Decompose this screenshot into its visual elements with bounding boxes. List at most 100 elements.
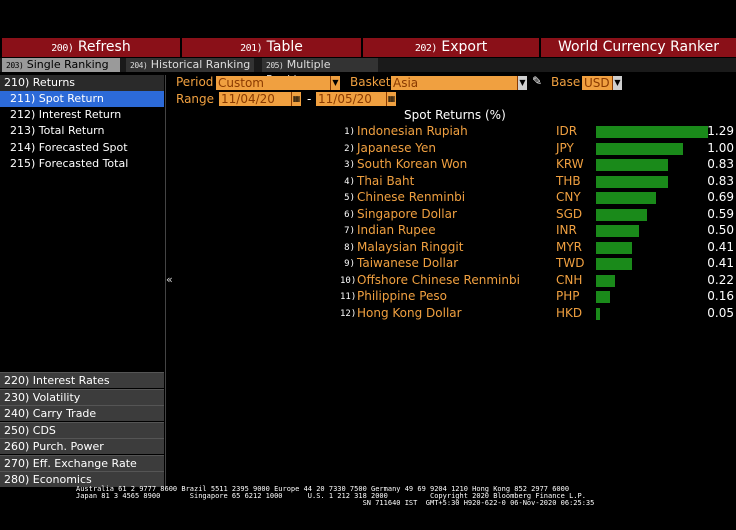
base-select[interactable]: USD ▼ (582, 76, 622, 90)
footer-line-2: Japan 81 3 4565 8900 Singapore 65 6212 1… (76, 492, 586, 500)
row-rank: 6) (344, 209, 355, 220)
table-row[interactable]: 9) Taiwanese Dollar TWD 0.41 (340, 256, 736, 272)
table-row[interactable]: 3) South Korean Won KRW 0.83 (340, 157, 736, 173)
range-separator: - (307, 92, 312, 106)
table-row[interactable]: 10) Offshore Chinese Renminbi CNH 0.22 (340, 273, 736, 289)
table-row[interactable]: 7) Indian Rupee INR 0.50 (340, 223, 736, 239)
table-row[interactable]: 12) Hong Kong Dollar HKD 0.05 (340, 306, 736, 322)
tab-historical-label: Historical Ranking (150, 58, 251, 71)
collapse-sidebar-icon[interactable]: « (166, 273, 173, 286)
row-return-bar (596, 274, 616, 287)
table-row[interactable]: 2) Japanese Yen JPY 1.00 (340, 141, 736, 157)
base-dropdown-icon[interactable]: ▼ (612, 76, 622, 90)
row-return-bar (596, 225, 640, 237)
table-row[interactable]: 1) Indonesian Rupiah IDR 1.29 (340, 124, 736, 140)
table-label: Table (266, 39, 303, 55)
row-return-value: 0.50 (707, 223, 734, 237)
row-currency-name[interactable]: Malaysian Ringgit (357, 239, 464, 254)
row-currency-code: TWD (556, 256, 585, 270)
row-currency-name[interactable]: Singapore Dollar (357, 206, 457, 221)
range-start-calendar-icon[interactable]: ▦ (291, 92, 301, 106)
row-currency-code: SGD (556, 206, 583, 221)
export-num: 202) (414, 43, 438, 54)
refresh-label: Refresh (77, 39, 131, 55)
footer-contacts: Australia 61 2 9777 8600 Brazil 5511 239… (76, 486, 736, 507)
row-rank: 9) (344, 259, 355, 269)
period-select[interactable]: Custom ▼ (216, 76, 340, 90)
basket-dropdown-icon[interactable]: ▼ (517, 76, 527, 90)
tab-multiple-ranking[interactable]: 205) Multiple Ranking (262, 58, 378, 86)
tab-single-ranking[interactable]: 203) Single Ranking (2, 58, 120, 72)
row-return-value: 0.41 (707, 239, 734, 254)
sidebar-item-cds[interactable]: 250) CDS (0, 422, 164, 438)
row-currency-code: IDR (556, 124, 578, 138)
tab-historical-num: 204) (130, 61, 148, 70)
row-return-value: 0.59 (707, 206, 734, 221)
row-currency-code: JPY (556, 140, 574, 155)
row-currency-name[interactable]: Indian Rupee (357, 223, 436, 237)
sidebar-item-total-return[interactable]: 213) Total Return (10, 124, 105, 137)
basket-label: Basket (350, 75, 391, 89)
basket-select[interactable]: Asia ▼ (391, 76, 527, 90)
tab-single-num: 203) (6, 61, 24, 70)
row-currency-name[interactable]: Philippine Peso (357, 289, 447, 303)
tab-multiple-num: 205) (266, 61, 284, 70)
row-currency-name[interactable]: Hong Kong Dollar (357, 305, 462, 320)
range-end-calendar-icon[interactable]: ▦ (386, 92, 396, 106)
row-currency-name[interactable]: Offshore Chinese Renminbi (357, 272, 520, 287)
row-currency-code: HKD (556, 305, 583, 320)
table-title: Spot Returns (%) (404, 108, 506, 122)
row-currency-code: MYR (556, 239, 583, 254)
table-row[interactable]: 5) Chinese Renminbi CNY 0.69 (340, 190, 736, 206)
row-return-bar (596, 126, 708, 138)
row-currency-name[interactable]: South Korean Won (357, 157, 468, 171)
tab-historical-ranking[interactable]: 204) Historical Ranking (126, 58, 254, 72)
range-end-field[interactable]: 11/05/20 ▦ (316, 92, 396, 106)
period-dropdown-icon[interactable]: ▼ (330, 76, 340, 90)
tab-single-label: Single Ranking (26, 58, 109, 71)
table-row[interactable]: 6) Singapore Dollar SGD 0.59 (340, 207, 736, 223)
sidebar-item-forecasted-total[interactable]: 215) Forecasted Total (10, 157, 129, 170)
sidebar-item-spot-return[interactable]: 211) Spot Return (0, 91, 164, 107)
sidebar-item-returns[interactable]: 210) Returns (0, 75, 164, 91)
row-currency-code: KRW (556, 157, 584, 171)
edit-pencil-icon[interactable]: ✎ (532, 74, 543, 88)
row-currency-code: THB (556, 173, 581, 188)
row-return-bar (596, 192, 656, 204)
row-return-bar (596, 175, 669, 188)
row-currency-name[interactable]: Indonesian Rupiah (357, 124, 468, 138)
range-start-field[interactable]: 11/04/20 ▦ (219, 92, 301, 106)
table-num: 201) (240, 43, 263, 54)
row-currency-name[interactable]: Taiwanese Dollar (357, 256, 459, 270)
table-button[interactable]: 201) Table (182, 38, 363, 57)
row-rank: 11) (340, 292, 357, 302)
range-end-value: 11/05/20 (318, 92, 372, 106)
table-row[interactable]: 4) Thai Baht THB 0.83 (340, 174, 736, 190)
row-return-value: 0.16 (707, 289, 734, 303)
row-return-bar (596, 159, 669, 171)
sidebar-item-carry-trade[interactable]: 240) Carry Trade (0, 405, 164, 421)
table-row[interactable]: 8) Malaysian Ringgit MYR 0.41 (340, 240, 736, 256)
row-rank: 3) (344, 160, 355, 170)
sidebar-item-volatility[interactable]: 230) Volatility (0, 389, 164, 405)
sidebar-item-interest-return[interactable]: 212) Interest Return (10, 108, 122, 121)
export-button[interactable]: 202) Export (363, 38, 541, 57)
row-currency-name[interactable]: Thai Baht (357, 173, 415, 188)
row-currency-name[interactable]: Japanese Yen (357, 140, 437, 155)
period-value: Custom (218, 76, 264, 90)
sidebar-item-purch-power[interactable]: 260) Purch. Power (0, 438, 164, 454)
row-return-value: 0.41 (707, 256, 734, 270)
table-row[interactable]: 11) Philippine Peso PHP 0.16 (340, 289, 736, 305)
row-currency-name[interactable]: Chinese Renminbi (357, 190, 466, 204)
row-return-value: 0.69 (707, 190, 734, 204)
page-title-text: World Currency Ranker (558, 39, 719, 55)
sidebar-item-economics[interactable]: 280) Economics (0, 471, 164, 487)
sidebar-item-forecasted-spot[interactable]: 214) Forecasted Spot (10, 141, 128, 154)
tab-bar: 203) Single Ranking 204) Historical Rank… (0, 58, 736, 86)
row-return-value: 0.83 (707, 157, 734, 171)
refresh-button[interactable]: 200) Refresh (2, 38, 182, 57)
base-label: Base (551, 75, 581, 89)
sidebar-item-eff-exchange-rate[interactable]: 270) Eff. Exchange Rate (0, 455, 164, 471)
sidebar-item-interest-rates[interactable]: 220) Interest Rates (0, 372, 164, 388)
footer-line-3: SN 711640 IST GMT+5:30 H920-622-0 06-Nov… (76, 499, 595, 507)
